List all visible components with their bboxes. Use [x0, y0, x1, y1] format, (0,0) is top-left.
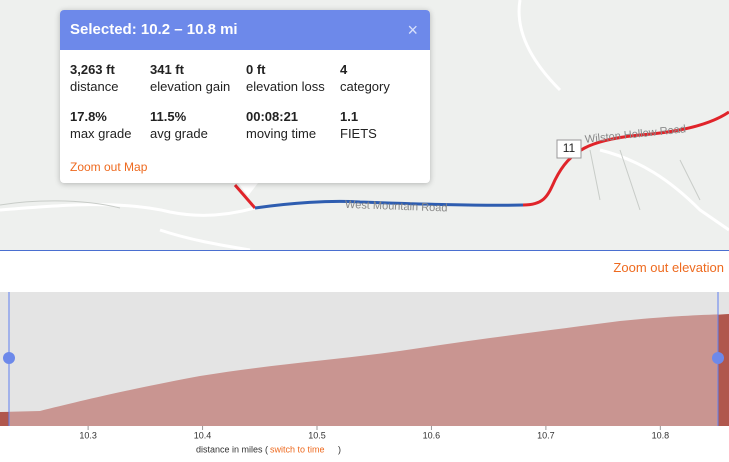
stat-value: 11.5% [150, 109, 187, 124]
popup-title: Selected: 10.2 – 10.8 mi [70, 21, 238, 38]
stat: 0 ft elevation loss [246, 62, 325, 94]
axis-label: distance in miles ( [196, 444, 268, 454]
stat-label: avg grade [150, 126, 208, 141]
road [599, 148, 729, 232]
elevation-outside [718, 314, 729, 426]
x-tick-label: 10.3 [79, 430, 97, 440]
stat-value: 1.1 [340, 109, 359, 124]
zoom-out-map[interactable]: Zoom out Map [70, 160, 148, 174]
switch-to-time[interactable]: switch to time [270, 444, 325, 454]
stat-label: max grade [70, 126, 132, 141]
road-label: West Mountain Road [345, 199, 448, 215]
stat: 00:08:21 moving time [246, 109, 316, 141]
elevation-chart: 10.3 10.4 10.5 10.6 10.7 10.8 distance in mil… [0, 292, 729, 454]
x-tick-label: 10.8 [652, 430, 670, 440]
elevation-area [0, 314, 729, 426]
road [0, 203, 256, 217]
stat-label: FIETS [340, 126, 377, 141]
x-tick-label: 10.7 [537, 430, 555, 440]
stat: 3,263 ft distance [70, 62, 118, 94]
stat: 17.8% max grade [70, 109, 131, 141]
stat-value: 4 [340, 62, 348, 77]
stat-label: category [340, 79, 390, 94]
route-selected [254, 199, 524, 210]
popup-header: Selected: 10.2 – 10.8 mi × [60, 10, 430, 50]
handle-knob[interactable] [3, 352, 15, 364]
stat: 4 category [340, 62, 390, 94]
stat: 341 ft elevation gain [150, 62, 230, 94]
map[interactable]: West Mountain Road Wilston Hollow Road 1… [0, 0, 729, 251]
road [517, 0, 562, 92]
marker [556, 139, 582, 159]
popup-pointer [238, 183, 258, 196]
elevation-outside [0, 412, 9, 426]
popup: Selected: 10.2 – 10.8 mi × 3,263 ft distan… [60, 10, 430, 183]
x-tick-label: 10.6 [423, 430, 441, 440]
marker-label: 11 [563, 141, 576, 155]
zoom-out-elevation[interactable]: Zoom out elevation [613, 260, 724, 275]
stat: 1.1 FIETS [340, 109, 377, 141]
route [233, 184, 257, 209]
track [0, 200, 121, 209]
stat-label: moving time [246, 126, 317, 141]
stat-label: elevation gain [150, 79, 231, 94]
x-tick-label: 10.4 [194, 430, 212, 440]
stat-value: 0 ft [246, 62, 266, 77]
map-drawing: West Mountain Road Wilston Hollow Road 1… [0, 0, 729, 250]
stat-label: distance [70, 79, 119, 94]
road-label: Wilston Hollow Road [584, 123, 686, 146]
zoom-out-elevation-text: Zoom out elevation [613, 260, 724, 275]
stat: 11.5% avg grade [150, 109, 208, 141]
stat-value: 3,263 ft [70, 62, 115, 77]
stat-value: 341 ft [150, 62, 184, 77]
stat-label: elevation loss [246, 79, 325, 94]
handle-knob[interactable] [712, 352, 724, 364]
x-tick-label: 10.5 [308, 430, 326, 440]
axis-label-end: ) [338, 444, 341, 454]
track [589, 149, 701, 211]
route [522, 110, 729, 207]
road [159, 228, 251, 250]
stat-value: 17.8% [70, 109, 107, 124]
stat-value: 00:08:21 [246, 109, 299, 124]
close-button[interactable]: × [407, 20, 418, 40]
